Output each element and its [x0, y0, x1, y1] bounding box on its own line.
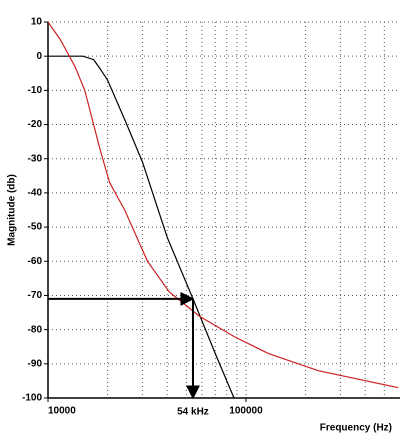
y-tick-label: 0	[36, 51, 42, 62]
series-line	[48, 21, 399, 389]
y-tick-label: -60	[28, 256, 43, 267]
y-tick-label: -100	[22, 393, 42, 404]
y-tick-label: -50	[28, 222, 43, 233]
y-tick-label: 10	[31, 17, 43, 28]
y-axis-label: Magnitude (db)	[7, 174, 18, 246]
annotation-label: 54 kHz	[177, 407, 209, 418]
x-tick-label: 100000	[229, 406, 263, 417]
y-tick-label: -40	[28, 188, 43, 199]
y-tick-label: -20	[28, 119, 43, 130]
y-tick-label: -10	[28, 85, 43, 96]
x-axis-label: Frequency (Hz)	[320, 423, 392, 434]
y-tick-label: -30	[28, 153, 43, 164]
y-tick-label: -80	[28, 324, 43, 335]
x-tick-label: 10000	[48, 406, 76, 417]
y-tick-label: -90	[28, 358, 43, 369]
y-tick-label: -70	[28, 290, 43, 301]
